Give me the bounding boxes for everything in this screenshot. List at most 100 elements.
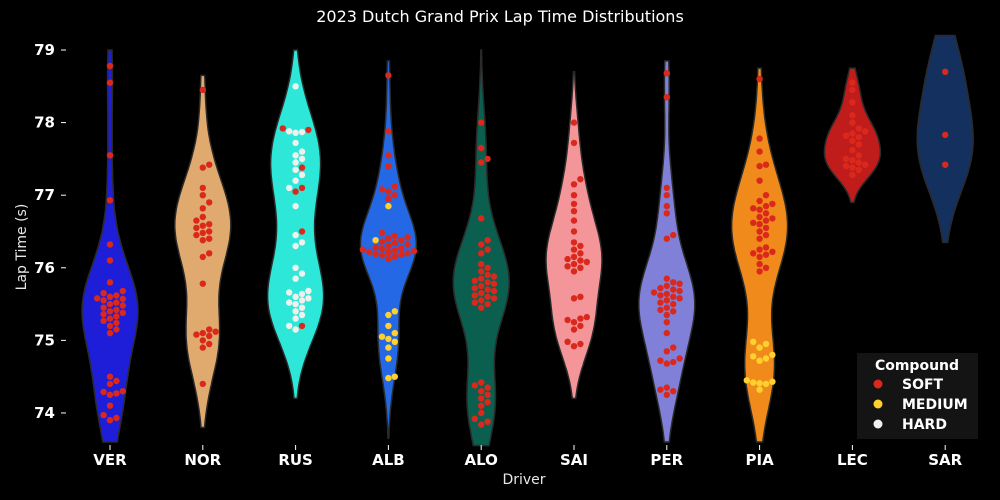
lap-point-soft (119, 388, 127, 395)
lap-point-soft (670, 300, 677, 308)
lap-point-soft (193, 217, 200, 224)
lap-point-medium (762, 380, 770, 388)
lap-point-soft (484, 398, 491, 406)
lap-point-soft (199, 337, 206, 344)
lap-point-soft (570, 208, 578, 215)
lap-point-soft (199, 253, 206, 261)
lap-point-soft (478, 388, 485, 395)
lap-point-soft (193, 224, 200, 232)
lap-point-soft (577, 340, 584, 348)
lap-point-soft (298, 164, 306, 171)
lap-point-soft (478, 409, 485, 417)
x-tick-label: PIA (746, 451, 775, 469)
lap-point-soft (849, 99, 856, 106)
lap-point-medium (385, 322, 392, 330)
lap-point-soft (206, 326, 213, 333)
lap-point-soft (113, 306, 120, 314)
lap-point-soft (762, 210, 770, 217)
lap-point-soft (490, 280, 498, 287)
lap-point-hard (292, 264, 299, 271)
lap-point-soft (670, 344, 677, 351)
lap-point-soft (206, 161, 213, 168)
lap-point-hard (298, 171, 306, 179)
lap-point-soft (570, 181, 578, 188)
lap-point-soft (100, 317, 107, 324)
lap-point-soft (650, 289, 658, 296)
lap-point-soft (292, 188, 299, 195)
lap-point-soft (750, 205, 757, 212)
lap-point-soft (657, 284, 664, 292)
lap-point-soft (206, 340, 213, 348)
lap-point-soft (404, 250, 411, 257)
x-tick-label: VER (93, 451, 127, 469)
lap-point-soft (762, 217, 770, 224)
lap-point-soft (663, 319, 670, 326)
lap-point-soft (564, 263, 571, 270)
chart-title: 2023 Dutch Grand Prix Lap Time Distribut… (316, 7, 684, 26)
lap-point-soft (106, 79, 114, 86)
lap-point-hard (286, 322, 293, 330)
lap-point-soft (942, 131, 949, 139)
lap-point-soft (855, 125, 862, 132)
lap-point-soft (199, 205, 206, 212)
lap-point-soft (478, 297, 485, 304)
lap-point-medium (391, 373, 398, 380)
lap-point-soft (670, 231, 677, 239)
lap-point-hard (292, 315, 299, 322)
lap-point-soft (849, 119, 856, 126)
lap-point-soft (199, 222, 206, 229)
lap-point-soft (119, 302, 127, 309)
lap-point-medium (750, 353, 757, 360)
lap-point-hard (286, 289, 293, 296)
lap-point-soft (577, 242, 584, 250)
lap-point-soft (199, 86, 206, 94)
lap-point-soft (570, 268, 578, 275)
lap-point-soft (391, 247, 398, 254)
lap-point-soft (378, 229, 386, 237)
lap-point-soft (385, 72, 392, 79)
lap-point-soft (663, 275, 670, 282)
lap-point-soft (106, 241, 114, 248)
lap-point-soft (756, 148, 763, 155)
lap-point-soft (106, 402, 114, 409)
lap-point-soft (855, 152, 862, 159)
lap-point-soft (478, 250, 485, 257)
legend: Compound SOFT MEDIUM HARD (857, 353, 978, 439)
lap-point-soft (199, 192, 206, 199)
lap-point-soft (577, 257, 584, 264)
lap-point-soft (756, 135, 763, 142)
lap-point-medium (391, 338, 398, 345)
lap-point-soft (391, 183, 398, 190)
lap-point-soft (756, 268, 763, 275)
lap-point-soft (471, 284, 478, 292)
lap-point-soft (113, 390, 120, 397)
lap-point-soft (564, 255, 571, 263)
y-axis: 74 75 76 77 78 79 (34, 41, 66, 422)
lap-point-soft (378, 238, 386, 245)
lap-point-soft (849, 112, 856, 119)
x-tick-label: PER (650, 451, 683, 469)
lap-point-soft (670, 388, 677, 395)
lap-point-soft (849, 164, 856, 171)
lap-point-soft (113, 377, 120, 385)
lap-point-soft (113, 313, 120, 320)
lap-point-medium (762, 355, 770, 362)
lap-point-soft (583, 313, 590, 321)
lap-point-soft (106, 62, 114, 70)
lap-point-soft (570, 228, 578, 235)
lap-point-hard (292, 326, 299, 333)
lap-point-medium (769, 378, 776, 385)
lap-point-soft (471, 299, 478, 306)
lap-point-soft (106, 152, 114, 159)
lap-point-medium (756, 344, 763, 351)
lap-point-soft (670, 286, 677, 293)
lap-point-soft (199, 164, 206, 171)
lap-point-soft (471, 382, 478, 389)
lap-point-soft (106, 300, 114, 308)
lap-point-soft (385, 188, 392, 195)
lap-point-soft (577, 293, 584, 300)
lap-point-soft (106, 373, 114, 380)
lap-point-soft (657, 306, 664, 314)
lap-point-soft (199, 213, 206, 221)
lap-point-soft (756, 260, 763, 268)
